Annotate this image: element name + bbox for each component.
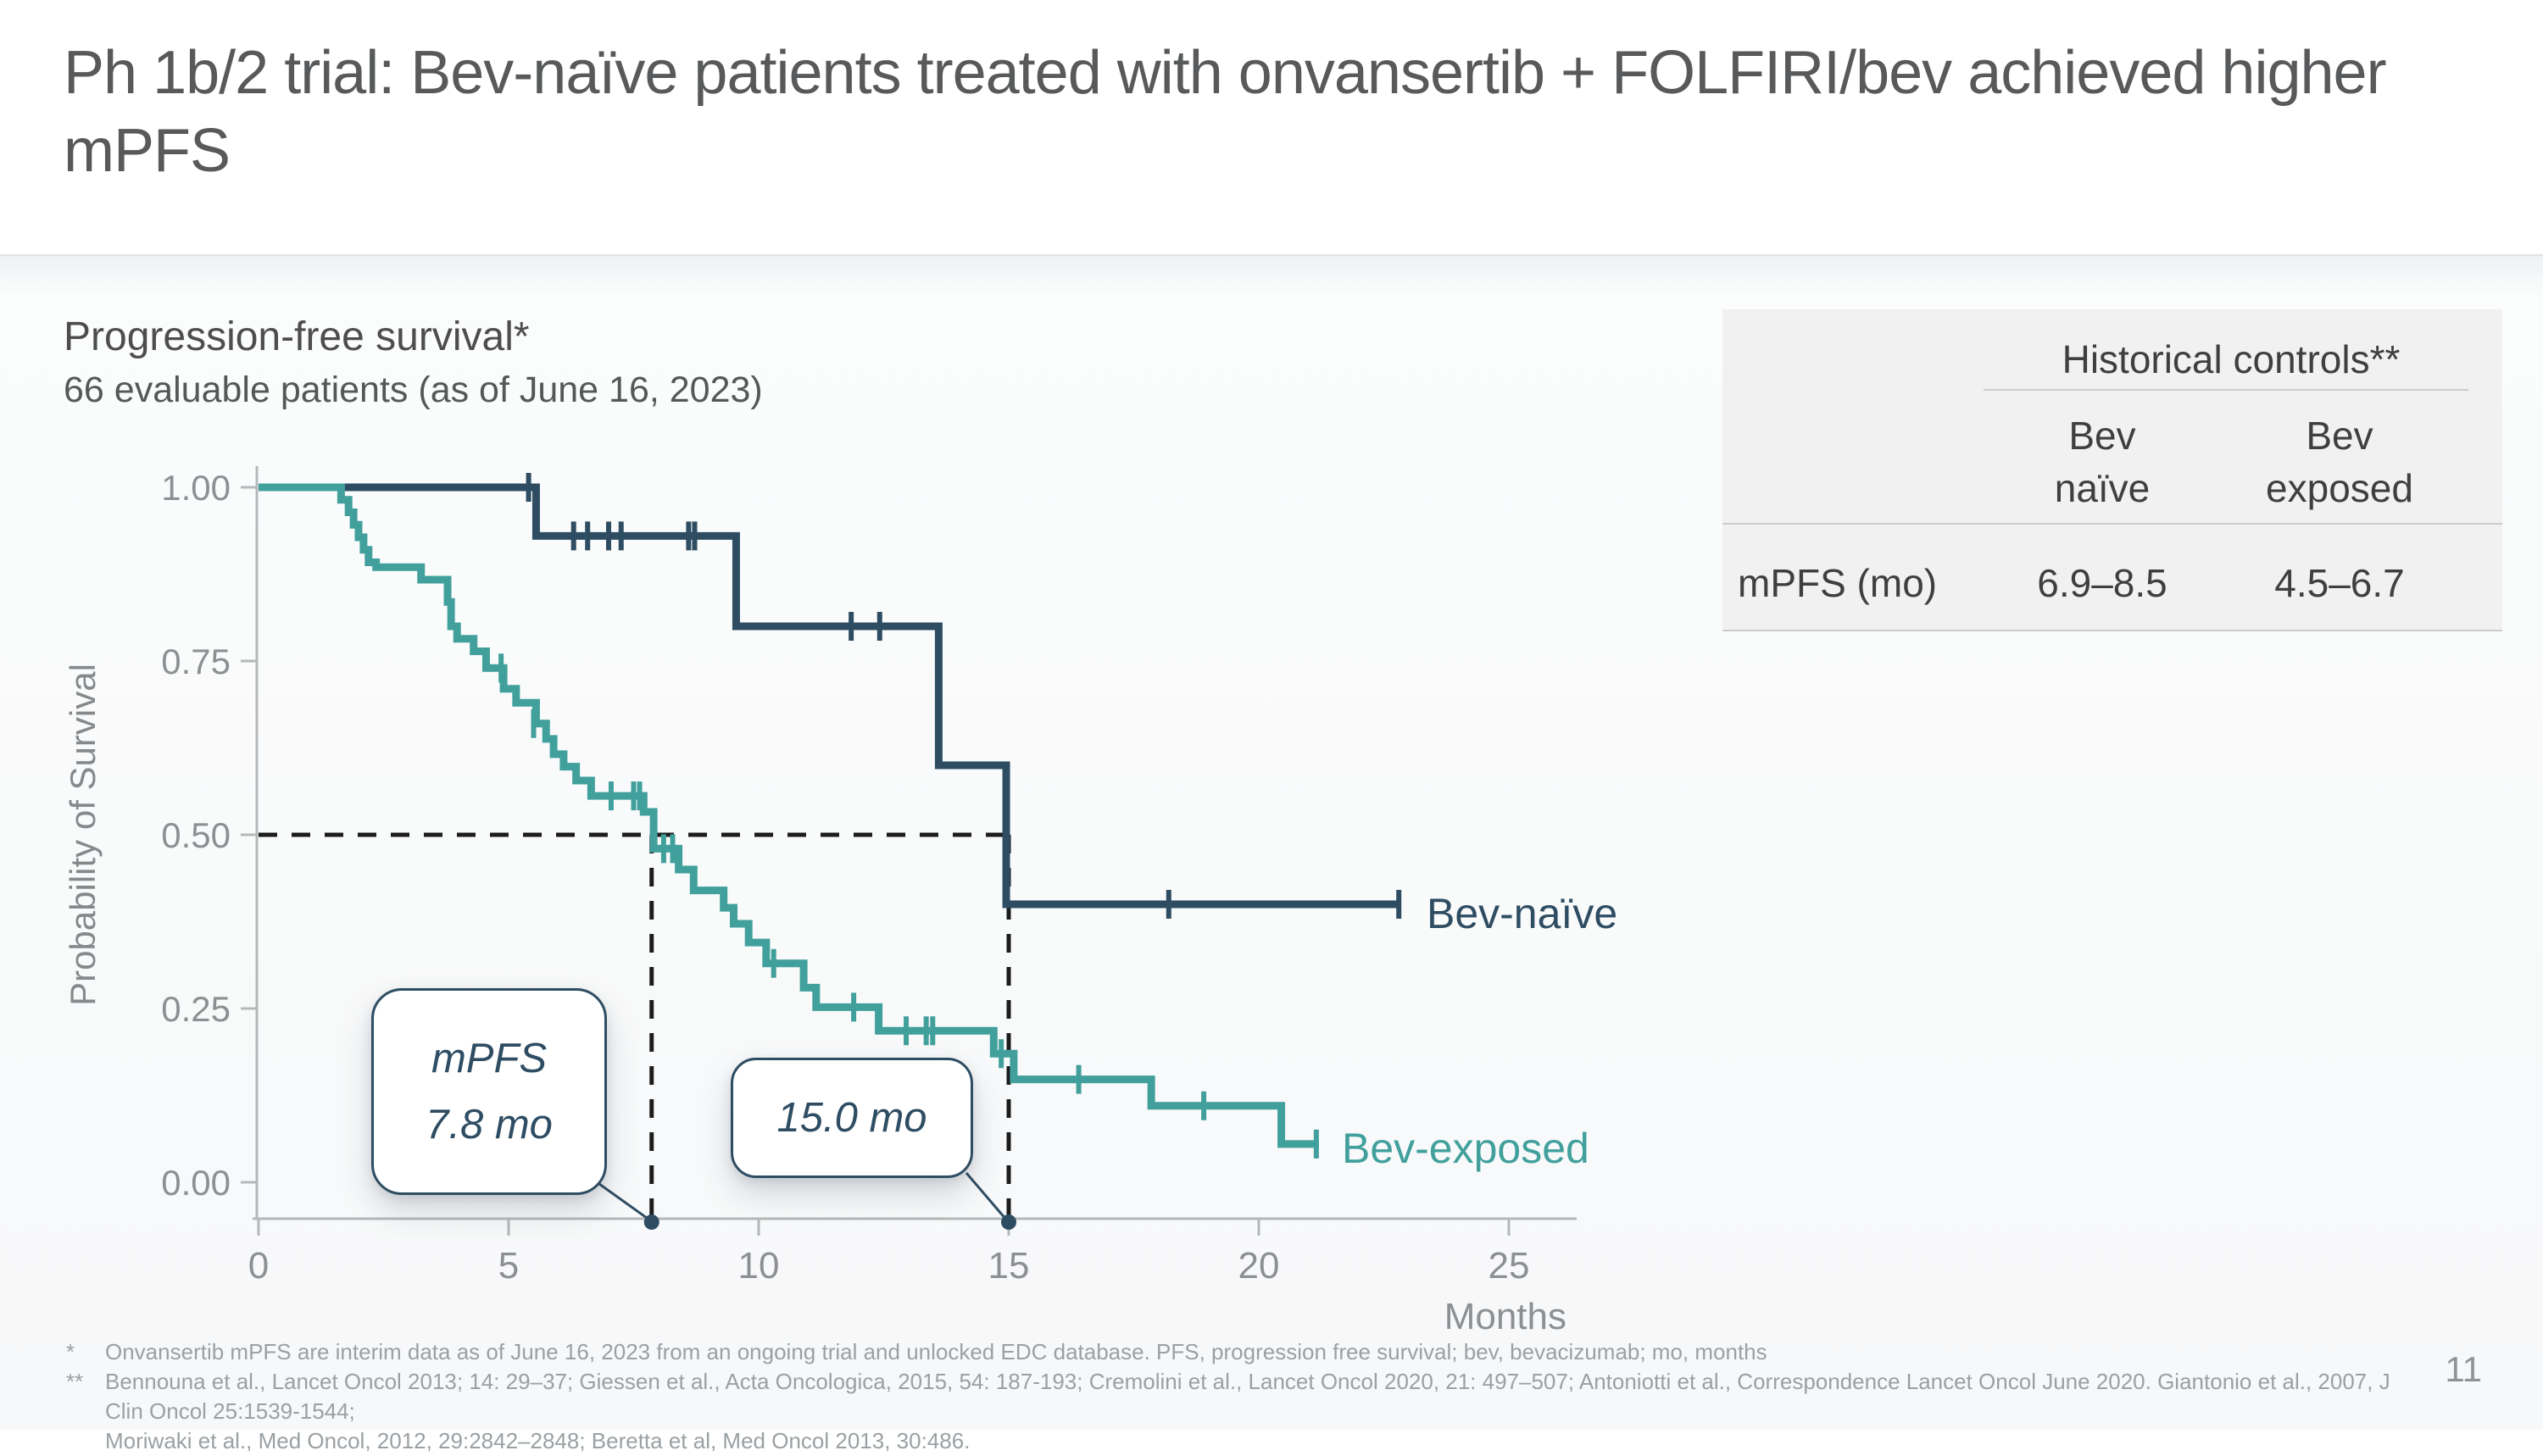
chart-section-title: Progression-free survival* [64, 314, 530, 359]
footnote-marker: ** [66, 1369, 84, 1395]
series-label-bev-exposed: Bev-exposed [1342, 1125, 1589, 1172]
table-value-bev-exposed: 4.5–6.7 [2274, 561, 2405, 605]
footnote-text: Onvansertib mPFS are interim data as of … [105, 1339, 1767, 1364]
slide-title: Ph 1b/2 trial: Bev-naïve patients treate… [64, 39, 2387, 186]
table-rule [1722, 523, 2502, 525]
table-row-label: mPFS (mo) [1738, 561, 1938, 605]
callout-leader-line [965, 1172, 1008, 1220]
y-tick-label: 0.75 [161, 642, 231, 681]
x-tick-label: 25 [1489, 1245, 1530, 1287]
y-axis-title: Probability of Survival [63, 664, 103, 1006]
x-tick-label: 5 [498, 1245, 519, 1287]
y-tick-label: 0.25 [161, 989, 231, 1029]
x-tick-label: 20 [1238, 1245, 1280, 1287]
table-column-header-bev-naive: Bev naïve [1984, 409, 2221, 514]
chart-subtitle: 66 evaluable patients (as of June 16, 20… [64, 370, 763, 410]
callout-line: 7.8 mo [426, 1102, 553, 1148]
x-tick-label: 15 [988, 1245, 1030, 1287]
column-header-line: naïve [2054, 466, 2151, 511]
callout-mpfs-bev-exposed: mPFS 7.8 mo [371, 988, 607, 1195]
column-header-line: Bev [2306, 414, 2373, 458]
footnote-marker: * [66, 1339, 75, 1364]
callout-leader-line [593, 1178, 650, 1221]
slide-header: Ph 1b/2 trial: Bev-naïve patients treate… [0, 0, 2543, 256]
table-column-header-bev-exposed: Bev exposed [2212, 409, 2467, 514]
median-marker-dot [643, 1214, 659, 1230]
km-curve-bev-naive [259, 483, 1399, 909]
table-value-bev-naive: 6.9–8.5 [2037, 561, 2167, 605]
y-tick-label: 0.50 [161, 815, 231, 855]
column-header-line: exposed [2266, 466, 2413, 511]
historical-controls-table: Historical controls** Bev naïve Bev expo… [1722, 309, 2502, 631]
km-curve-bev-exposed [259, 483, 1319, 1148]
callout-line: 15.0 mo [776, 1094, 927, 1141]
x-tick-label: 10 [738, 1245, 780, 1287]
x-tick-label: 0 [248, 1245, 269, 1287]
median-marker-dot [1001, 1214, 1016, 1230]
page-number: 11 [2445, 1349, 2482, 1389]
series-label-bev-naive: Bev-naïve [1427, 890, 1617, 937]
footnote-line: Bennouna et al., Lancet Oncol 2013; 14: … [105, 1369, 2390, 1425]
footnote-line: Moriwaki et al., Med Oncol, 2012, 29:284… [105, 1428, 971, 1454]
table-header: Historical controls** [2062, 337, 2401, 381]
footnotes: * Onvansertib mPFS are interim data as o… [66, 1337, 2394, 1456]
y-tick-label: 1.00 [161, 468, 231, 508]
callout-mpfs-bev-naive: 15.0 mo [731, 1058, 973, 1178]
table-rule [1722, 630, 2502, 631]
footnote-text: Bennouna et al., Lancet Oncol 2013; 14: … [105, 1367, 2394, 1456]
callout-line: mPFS [431, 1035, 548, 1081]
y-tick-label: 0.00 [161, 1163, 231, 1203]
column-header-line: Bev [2068, 414, 2136, 458]
x-axis-title: Months [1444, 1296, 1566, 1337]
table-header-underline [1984, 389, 2468, 391]
